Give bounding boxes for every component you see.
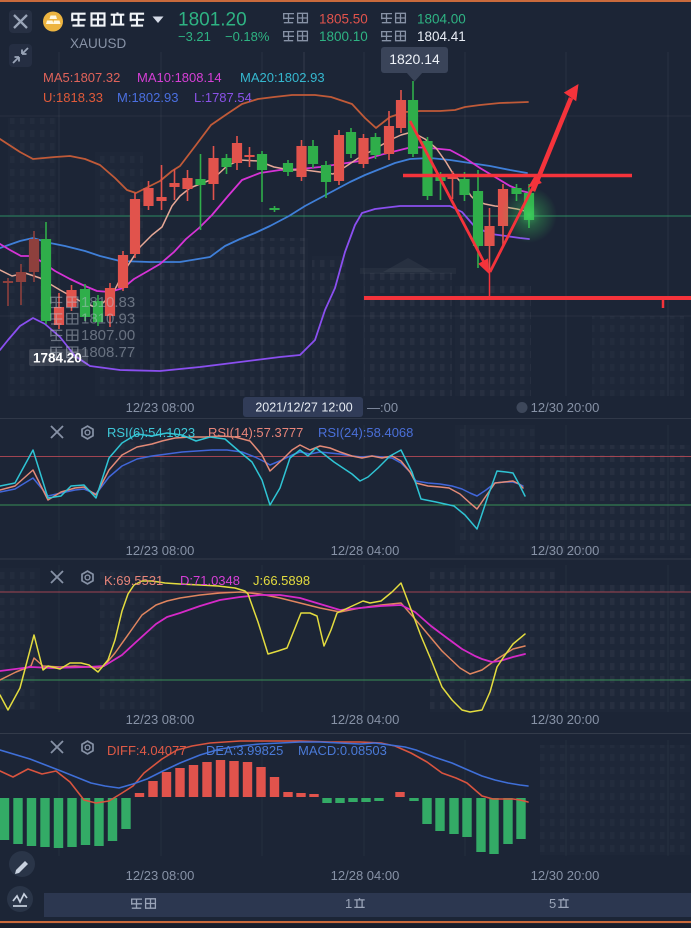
svg-text:MACD:0.08503: MACD:0.08503 — [298, 743, 387, 758]
svg-text:12/28 04:00: 12/28 04:00 — [331, 868, 400, 883]
svg-text:1808.77: 1808.77 — [81, 344, 135, 361]
svg-text:M:1802.93: M:1802.93 — [117, 90, 178, 105]
svg-text:12/30 20:00: 12/30 20:00 — [531, 400, 600, 415]
svg-text:5: 5 — [549, 896, 556, 911]
svg-text:DIFF:4.04077: DIFF:4.04077 — [107, 743, 187, 758]
svg-text:XAUUSD: XAUUSD — [70, 36, 127, 51]
svg-text:12/28 04:00: 12/28 04:00 — [331, 543, 400, 558]
svg-text:12/30 20:00: 12/30 20:00 — [531, 712, 600, 727]
svg-text:K:69.5531: K:69.5531 — [104, 573, 163, 588]
svg-text:−3.21: −3.21 — [178, 29, 211, 44]
svg-text:1820.14: 1820.14 — [389, 51, 440, 67]
svg-text:12/28 04:00: 12/28 04:00 — [331, 712, 400, 727]
svg-text:RSI(6):54.1023: RSI(6):54.1023 — [107, 425, 195, 440]
svg-text:12/23 08:00: 12/23 08:00 — [126, 543, 195, 558]
svg-text:1: 1 — [345, 896, 352, 911]
svg-text:D:71.0348: D:71.0348 — [180, 573, 240, 588]
svg-text:L:1787.54: L:1787.54 — [194, 90, 252, 105]
svg-text:2021/12/27 12:00: 2021/12/27 12:00 — [255, 401, 352, 415]
svg-text:DEA:3.99825: DEA:3.99825 — [206, 743, 283, 758]
svg-text:12/23 08:00: 12/23 08:00 — [126, 712, 195, 727]
svg-text:12/30 20:00: 12/30 20:00 — [531, 543, 600, 558]
svg-text:−0.18%: −0.18% — [225, 29, 270, 44]
svg-text:1801.20: 1801.20 — [178, 10, 247, 31]
svg-text:MA5:1807.32: MA5:1807.32 — [43, 70, 120, 85]
svg-text:1800.10: 1800.10 — [319, 29, 368, 44]
svg-text:RSI(14):57.3777: RSI(14):57.3777 — [208, 425, 303, 440]
svg-text:1810.93: 1810.93 — [81, 311, 135, 328]
svg-text:—:00: —:00 — [367, 400, 398, 415]
svg-text:J:66.5898: J:66.5898 — [253, 573, 310, 588]
svg-text:12/23 08:00: 12/23 08:00 — [126, 400, 195, 415]
svg-text:U:1818.33: U:1818.33 — [43, 90, 103, 105]
svg-text:1807.00: 1807.00 — [81, 327, 135, 344]
svg-text:1804.00: 1804.00 — [417, 12, 466, 27]
svg-text:1810.83: 1810.83 — [81, 294, 135, 311]
svg-text:1804.41: 1804.41 — [417, 29, 466, 44]
svg-text:12/23 08:00: 12/23 08:00 — [126, 868, 195, 883]
svg-text:MA20:1802.93: MA20:1802.93 — [240, 70, 325, 85]
svg-text:1805.50: 1805.50 — [319, 12, 368, 27]
svg-text:12/30 20:00: 12/30 20:00 — [531, 868, 600, 883]
svg-text:RSI(24):58.4068: RSI(24):58.4068 — [318, 425, 413, 440]
svg-text:MA10:1808.14: MA10:1808.14 — [137, 70, 222, 85]
svg-text:1784.20: 1784.20 — [33, 351, 82, 366]
